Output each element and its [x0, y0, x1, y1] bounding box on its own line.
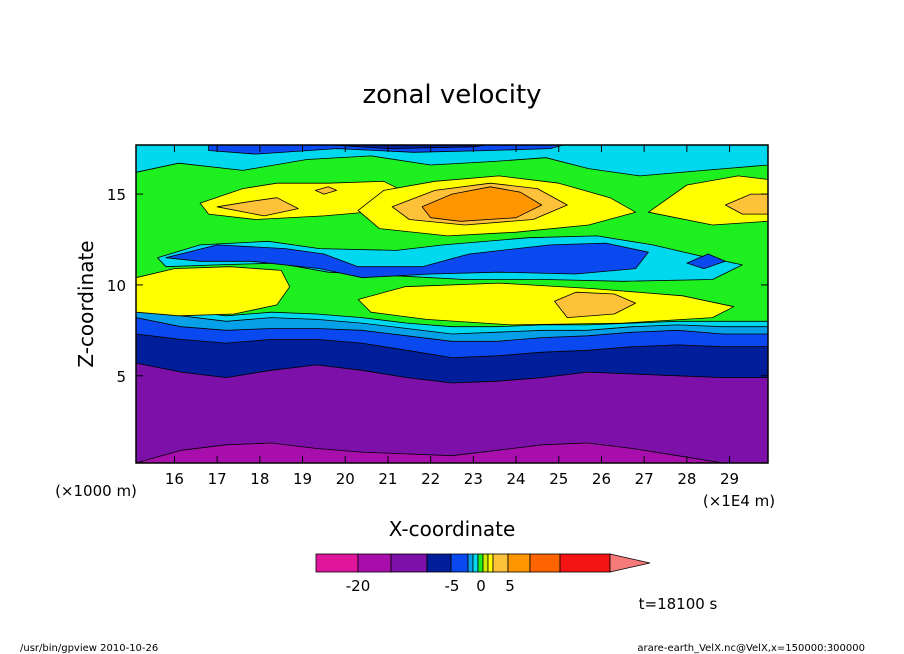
- y-tick-label: 15: [107, 186, 126, 204]
- contour-region: [314, 186, 338, 195]
- colorbar-label: 0: [476, 577, 486, 595]
- x-tick-label: 27: [635, 470, 654, 488]
- colorbar-cell: [390, 553, 428, 573]
- colorbar: [315, 553, 651, 573]
- y-tick-label: 5: [116, 368, 126, 386]
- contour-band: [135, 442, 768, 464]
- x-tick-label: 17: [208, 470, 227, 488]
- x-axis-label: X-coordinate: [389, 517, 516, 541]
- plot-area: [135, 144, 769, 464]
- colorbar-cell: [450, 553, 469, 573]
- contour-region: [357, 282, 735, 326]
- x-tick-label: 26: [592, 470, 611, 488]
- x-unit-left: (×1000 m): [55, 482, 137, 500]
- colorbar-cell: [482, 553, 489, 573]
- colorbar-cell: [472, 553, 479, 573]
- colorbar-label: 5: [505, 577, 515, 595]
- colorbar-cell: [529, 553, 561, 573]
- x-tick-label: 28: [677, 470, 696, 488]
- colorbar-label: -20: [346, 577, 371, 595]
- contour-region: [686, 253, 726, 270]
- contour-region: [165, 242, 649, 279]
- x-tick-label: 20: [336, 470, 355, 488]
- footer-right: arare-earth_VelX.nc@VelX,x=150000:300000: [637, 643, 865, 654]
- colorbar-cell: [477, 553, 484, 573]
- time-label: t=18100 s: [639, 595, 718, 613]
- x-tick-label: 21: [378, 470, 397, 488]
- colorbar-cell: [467, 553, 474, 573]
- x-tick-label: 23: [464, 470, 483, 488]
- colorbar-label: -5: [445, 577, 460, 595]
- colorbar-cell: [507, 553, 531, 573]
- contour-region: [216, 197, 299, 217]
- contour-region: [135, 266, 291, 317]
- x-tick-label: 19: [293, 470, 312, 488]
- colorbar-cell: [487, 553, 494, 573]
- contour-band: [135, 362, 769, 464]
- y-axis-ticks: 5 10 15: [107, 186, 768, 386]
- plot-frame: [135, 144, 769, 464]
- colorbar-cell: [559, 553, 611, 573]
- colorbar-cell: [492, 553, 509, 573]
- x-tick-label: 24: [507, 470, 526, 488]
- x-tick-label: 25: [549, 470, 568, 488]
- contour-region: [554, 291, 636, 319]
- chart-title: zonal velocity: [362, 80, 541, 110]
- x-tick-label: 18: [250, 470, 269, 488]
- colorbar-cell: [315, 553, 359, 573]
- x-tick-label: 22: [421, 470, 440, 488]
- x-tick-label: 29: [720, 470, 739, 488]
- colorbar-cell: [426, 553, 452, 573]
- x-axis-ticks: 16 17 18 19 20 21 22 23 24 25 26 27 28 29: [165, 145, 739, 488]
- x-unit-right: (×1E4 m): [703, 492, 775, 510]
- colorbar-cell: [357, 553, 392, 573]
- y-tick-label: 10: [107, 277, 126, 295]
- colorbar-extension: [609, 553, 651, 573]
- contour-region: [421, 186, 543, 222]
- colorbar-labels: -20 -5 0 5: [346, 577, 515, 595]
- footer-left: /usr/bin/gpview 2010-10-26: [20, 643, 158, 654]
- x-tick-label: 16: [165, 470, 184, 488]
- y-axis-label: Z-coordinate: [74, 240, 98, 367]
